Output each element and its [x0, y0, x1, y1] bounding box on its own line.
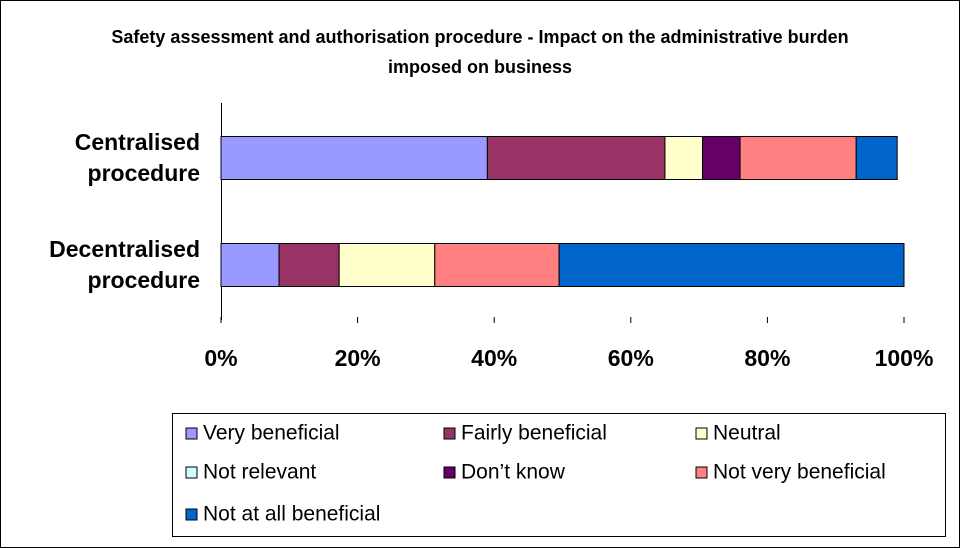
- legend-label: Don’t know: [461, 461, 566, 484]
- bar-segment: [739, 136, 857, 180]
- bar-segment: [664, 136, 704, 180]
- legend-swatch: [185, 466, 198, 479]
- legend-label: Fairly beneficial: [461, 422, 607, 445]
- legend-swatch: [695, 466, 708, 479]
- legend-swatch: [443, 466, 456, 479]
- bar-segment: [855, 136, 898, 180]
- legend-swatch: [185, 508, 198, 521]
- legend-swatch: [185, 427, 198, 440]
- bar-segment: [486, 136, 666, 180]
- legend-label: Not at all beneficial: [203, 503, 380, 526]
- x-tick-label: 80%: [744, 345, 790, 371]
- legend-label: Very beneficial: [203, 422, 340, 445]
- x-tick-label: 60%: [608, 345, 654, 371]
- bar-segment: [702, 136, 741, 180]
- y-tick-label: Centralised procedure: [74, 129, 200, 186]
- bar-segment: [278, 243, 340, 287]
- chart-title: Safety assessment and authorisation proc…: [111, 27, 849, 77]
- legend-box: [172, 413, 946, 537]
- x-tick-label: 40%: [471, 345, 517, 371]
- legend-label: Not relevant: [203, 461, 316, 484]
- bar-segment: [338, 243, 436, 287]
- legend-label: Not very beneficial: [713, 461, 886, 484]
- legend-swatch: [695, 427, 708, 440]
- x-tick-label: 0%: [204, 345, 237, 371]
- x-tick-label: 20%: [335, 345, 381, 371]
- bar-segment: [558, 243, 905, 287]
- bar-segment: [220, 136, 488, 180]
- x-tick-label: 100%: [875, 345, 934, 371]
- legend-label: Neutral: [713, 422, 781, 445]
- bar-segment: [220, 243, 280, 287]
- y-tick-label: Decentralised procedure: [49, 236, 200, 293]
- bar-segment: [434, 243, 560, 287]
- legend-swatch: [443, 427, 456, 440]
